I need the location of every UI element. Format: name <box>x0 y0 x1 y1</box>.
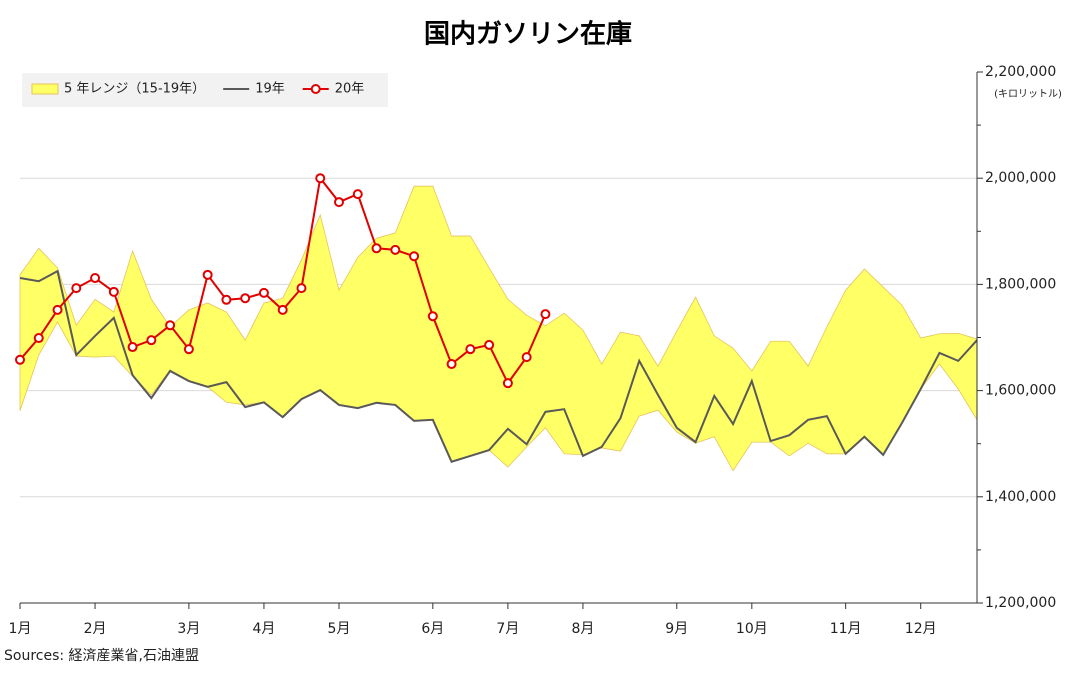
legend-marker <box>310 84 321 94</box>
y-tick-label: 1,400,000 <box>985 489 1056 505</box>
x-tick-label: 10月 <box>736 621 768 637</box>
legend-label: 20年 <box>335 82 365 97</box>
series-marker <box>427 311 438 322</box>
series-marker <box>165 320 176 331</box>
legend-label: 19年 <box>255 82 285 97</box>
x-tick-label: 6月 <box>421 621 444 637</box>
series-marker <box>240 293 251 304</box>
series-marker <box>127 342 138 353</box>
series-marker <box>390 244 401 255</box>
legend-label: 5 年レンジ（15-19年） <box>64 82 205 97</box>
series-marker <box>33 333 44 344</box>
series-marker <box>221 294 232 305</box>
x-tick-label: 3月 <box>177 621 200 637</box>
series-marker <box>521 352 532 363</box>
x-tick-label: 1月 <box>9 621 32 637</box>
x-tick-label: 12月 <box>905 621 937 637</box>
x-tick-label: 5月 <box>328 621 351 637</box>
legend-swatch <box>31 83 59 95</box>
series-marker <box>108 286 119 297</box>
series-marker <box>484 339 495 350</box>
series-marker <box>465 344 476 355</box>
y-unit-label: (キロリットル) <box>994 89 1062 100</box>
series-marker <box>352 189 363 200</box>
series-marker <box>446 359 457 370</box>
x-tick-label: 8月 <box>571 621 594 637</box>
x-tick-label: 9月 <box>665 621 688 637</box>
series-marker <box>202 269 213 280</box>
series-marker <box>315 173 326 184</box>
x-tick-label: 11月 <box>830 621 862 637</box>
series-marker <box>183 344 194 355</box>
series-marker <box>90 273 101 284</box>
series-marker <box>296 283 307 294</box>
series-marker <box>52 304 63 315</box>
x-tick-label: 2月 <box>84 621 107 637</box>
series-marker <box>146 335 157 346</box>
y-tick-label: 1,600,000 <box>985 383 1056 399</box>
y-tick-label: 2,200,000 <box>985 64 1056 80</box>
y-tick-label: 2,000,000 <box>985 170 1056 186</box>
series-marker <box>277 304 288 315</box>
chart-title: 国内ガソリン在庫 <box>424 20 632 50</box>
series-marker <box>371 243 382 254</box>
series-marker <box>409 251 420 262</box>
series-marker <box>71 283 82 294</box>
y-tick-label: 1,200,000 <box>985 595 1056 611</box>
series-line <box>19 269 978 463</box>
source-note: Sources: 経済産業省,石油連盟 <box>4 648 199 664</box>
series-marker <box>502 378 513 389</box>
x-tick-label: 4月 <box>252 621 275 637</box>
series-marker <box>258 287 269 298</box>
series-marker <box>15 354 25 365</box>
series-marker <box>334 197 344 208</box>
series-marker <box>540 309 551 320</box>
y-tick-label: 1,800,000 <box>985 276 1056 292</box>
x-tick-label: 7月 <box>496 621 519 637</box>
